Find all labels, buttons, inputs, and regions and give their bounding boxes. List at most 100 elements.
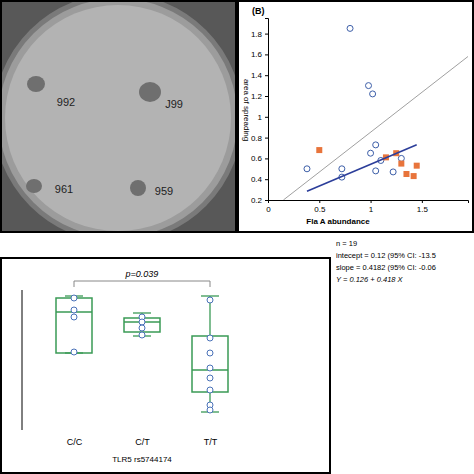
- tick-mark: [422, 200, 423, 203]
- panel-c: C/C C/T T/T p=0.039 TLR5 rs5744174: [1, 258, 330, 473]
- point: [347, 25, 353, 31]
- figure-container: 992 J99 961 959 0 0.5 1 1.5 0.2 0.4 0.6 0.8 1 1.2 1.4 1…: [0, 0, 474, 474]
- tick-mark: [265, 117, 268, 118]
- whisker-cap: [133, 312, 151, 313]
- point: [207, 387, 213, 393]
- tick-label: 0.5: [314, 205, 326, 214]
- point: [373, 168, 379, 174]
- axis: 0 0.5 1 1.5: [266, 200, 468, 214]
- tick-mark: [265, 158, 268, 159]
- panel-frame: [1, 258, 330, 473]
- y-axis-line: [22, 290, 23, 430]
- point: [207, 375, 213, 381]
- x-axis-title: Fla A abundance: [306, 217, 370, 226]
- point: [71, 314, 77, 320]
- tick-label: T/T: [204, 437, 218, 447]
- annotation: intecept = 0.12 (95% CI: -13.5: [336, 251, 436, 260]
- tick-label: 1.4: [251, 71, 263, 80]
- tick: 1.5: [417, 200, 429, 214]
- panel-a: 992 J99 961 959: [0, 0, 240, 240]
- x-axis-title: TLR5 rs5744174: [112, 455, 172, 464]
- strain-label: 992: [57, 96, 75, 108]
- tick-label: 1.8: [251, 30, 263, 39]
- point: [207, 297, 213, 303]
- axis-line: [269, 201, 469, 204]
- box: [56, 298, 92, 353]
- annotation: Y = 0.126 + 0.418 X: [336, 275, 404, 284]
- panel-frame: [1, 1, 236, 232]
- figure: 992 J99 961 959 0 0.5 1 1.5 0.2 0.4 0.6 0.8 1 1.2 1.4 1…: [0, 0, 474, 474]
- point: [368, 150, 374, 156]
- colony: [130, 180, 146, 196]
- plot-area: [56, 295, 228, 413]
- tick: 0.8: [251, 134, 268, 143]
- tick-mark: [265, 200, 268, 201]
- tick: 0.2: [251, 196, 268, 205]
- tick-mark: [371, 200, 372, 203]
- line: [283, 56, 468, 200]
- colony: [27, 76, 45, 92]
- tick-label: 1: [369, 205, 374, 214]
- plot-area: [283, 25, 468, 200]
- point: [71, 295, 77, 301]
- tick-mark: [265, 96, 268, 97]
- tick: C/T: [135, 437, 150, 447]
- axis: 0.2 0.4 0.6 0.8 1 1.2 1.4 1.6 1.8: [251, 19, 269, 206]
- strain-label: 959: [155, 185, 173, 197]
- panel-b: 0 0.5 1 1.5 0.2 0.4 0.6 0.8 1 1.2 1.4 1.6 1.8 (B) Fla …: [238, 1, 473, 284]
- tick: 0.4: [251, 175, 268, 184]
- point: [398, 161, 404, 167]
- annotation: n = 19: [336, 239, 357, 248]
- tick-label: 0.8: [251, 134, 263, 143]
- point: [207, 365, 213, 371]
- y-axis-title: area of spreading: [242, 79, 251, 141]
- tick-mark: [265, 75, 268, 76]
- point: [207, 350, 213, 356]
- point: [139, 319, 145, 325]
- point: [403, 171, 409, 177]
- colony: [139, 82, 161, 102]
- point: [207, 335, 213, 341]
- tick-label: 0: [266, 205, 271, 214]
- significance-bracket: [74, 281, 210, 287]
- tick: C/C: [67, 437, 83, 447]
- tick-label: C/C: [67, 437, 83, 447]
- photo: [1, 1, 236, 232]
- tick-label: 1: [258, 113, 263, 122]
- strain-label: J99: [165, 98, 183, 110]
- tick-label: 0.4: [251, 175, 263, 184]
- tick: 0.5: [314, 200, 326, 214]
- plate-rim: [1, 1, 236, 232]
- point: [370, 91, 376, 97]
- point: [139, 332, 145, 338]
- whisker-cap: [201, 295, 219, 296]
- point: [390, 169, 396, 175]
- tick-label: 1.2: [251, 92, 263, 101]
- tick-mark: [319, 200, 320, 203]
- tick: 1.8: [251, 30, 268, 39]
- point: [366, 83, 372, 89]
- line: [307, 145, 417, 191]
- annotation: p=0.039: [125, 269, 159, 279]
- tick-label: 1.5: [417, 205, 429, 214]
- tick: 1: [258, 113, 268, 122]
- tick-label: C/T: [135, 437, 150, 447]
- point: [373, 142, 379, 148]
- point: [339, 166, 345, 172]
- tick: 1.4: [251, 71, 268, 80]
- point: [71, 307, 77, 313]
- strain-label: 961: [55, 183, 73, 195]
- tick-mark: [265, 54, 268, 55]
- point: [316, 147, 322, 153]
- tick-mark: [265, 179, 268, 180]
- point: [71, 349, 77, 355]
- box: [124, 318, 160, 332]
- tick: 1.6: [251, 50, 268, 59]
- point: [414, 163, 420, 169]
- panel-label: (B): [252, 6, 265, 16]
- tick-label: 0.2: [251, 196, 263, 205]
- tick: 1.2: [251, 92, 268, 101]
- axis-line: [265, 19, 269, 201]
- tick: 0.6: [251, 154, 268, 163]
- point: [398, 155, 404, 161]
